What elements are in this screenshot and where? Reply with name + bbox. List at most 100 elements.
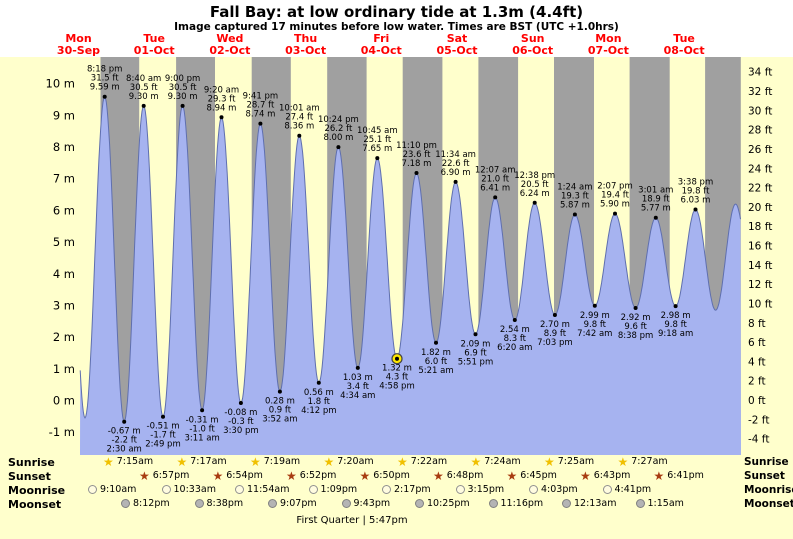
day-label-date: 08-Oct	[664, 44, 705, 57]
moonset-row-label-right: Moonset	[744, 498, 793, 510]
sunrise-star-icon: ★	[617, 454, 629, 469]
svg-text:2:07 pm: 2:07 pm	[597, 182, 632, 192]
day-label-date: 05-Oct	[436, 44, 477, 57]
sunset-star-icon: ★	[653, 468, 665, 483]
moonrise-circle-icon	[455, 485, 465, 494]
tide-extreme-label: 0.28 m0.9 ft3:52 am	[262, 397, 297, 425]
sunrise-star-icon: ★	[397, 454, 408, 469]
tide-extreme-label: -0.31 m-1.0 ft3:11 am	[184, 415, 219, 443]
sunset-entry: ★ 6:54pm	[213, 470, 263, 482]
y-axis-left-tick: 10 m	[46, 77, 76, 91]
sunrise-star-icon: ★	[176, 454, 188, 469]
sunrise-entry: ★ 7:19am	[250, 456, 301, 468]
sunset-time: 6:50pm	[373, 470, 410, 481]
tide-extreme-dot	[336, 145, 341, 150]
sunset-entry: ★ 6:57pm	[139, 468, 190, 483]
moonrise-circle-icon	[161, 485, 171, 494]
svg-text:26.2 ft: 26.2 ft	[324, 124, 352, 134]
svg-text:9.8 ft: 9.8 ft	[584, 320, 607, 330]
moonset-row-label: Moonset	[8, 498, 62, 511]
sunrise-time: 7:15am	[116, 456, 154, 467]
day-label-name: Sat	[447, 32, 468, 45]
svg-text:0.9 ft: 0.9 ft	[269, 406, 292, 416]
y-axis-right-tick: 20 ft	[748, 202, 772, 214]
svg-text:19.4 ft: 19.4 ft	[601, 191, 629, 201]
svg-text:8.36 m: 8.36 m	[284, 122, 314, 132]
y-axis-right-tick: 2 ft	[748, 376, 766, 388]
tide-extreme-dot	[355, 365, 360, 370]
sunset-time: 6:43pm	[593, 470, 631, 481]
y-axis-left-tick: 5 m	[53, 235, 75, 249]
moon-phase-separator: |	[362, 515, 366, 526]
sunrise-entry: ★ 7:15am	[103, 454, 154, 469]
svg-text:4:12 pm: 4:12 pm	[301, 406, 336, 416]
y-axis-right-tick: 16 ft	[748, 241, 772, 253]
moonset-circle-icon	[194, 499, 204, 508]
tide-extreme-label: 2.92 m9.6 ft8:38 pm	[618, 313, 653, 341]
moonset-time: 9:07pm	[280, 498, 317, 509]
svg-text:22.6 ft: 22.6 ft	[442, 159, 470, 169]
sunrise-time: 7:19am	[263, 456, 301, 467]
moonrise-circle-icon	[308, 485, 318, 494]
sunrise-entry: ★ 7:22am	[397, 454, 447, 469]
y-axis-left-tick: 9 m	[53, 108, 75, 122]
svg-text:23.6 ft: 23.6 ft	[403, 150, 431, 160]
svg-text:1.8 ft: 1.8 ft	[308, 397, 331, 407]
svg-text:7.65 m: 7.65 m	[362, 144, 392, 154]
tide-extreme-dot	[532, 200, 537, 205]
svg-text:11:34 am: 11:34 am	[435, 150, 476, 160]
svg-text:2:49 pm: 2:49 pm	[145, 440, 180, 450]
moonset-entry: 11:16pm	[488, 498, 543, 509]
svg-text:8.00 m: 8.00 m	[323, 133, 353, 143]
svg-text:0.28 m: 0.28 m	[265, 397, 295, 407]
moonset-circle-icon	[341, 499, 351, 508]
tide-extreme-dot	[592, 303, 597, 308]
tide-extreme-label: -0.51 m-1.7 ft2:49 pm	[145, 422, 180, 450]
svg-text:7.18 m: 7.18 m	[402, 159, 432, 169]
svg-text:9.6 ft: 9.6 ft	[624, 322, 647, 332]
y-axis-left-tick: 2 m	[53, 330, 75, 344]
svg-text:27.4 ft: 27.4 ft	[285, 113, 313, 123]
day-label-name: Tue	[143, 32, 165, 45]
moonrise-entry: 4:41pm	[602, 484, 651, 495]
moonset-time: 10:25pm	[427, 498, 470, 509]
moon-phase-time: 5:47pm	[369, 515, 408, 526]
moonset-circle-icon	[415, 499, 424, 508]
y-axis-right-tick: 8 ft	[748, 318, 766, 330]
sunrise-time: 7:17am	[190, 456, 227, 467]
svg-text:9:41 pm: 9:41 pm	[243, 92, 278, 102]
tide-extreme-label: 2.98 m9.8 ft9:18 am	[658, 311, 693, 339]
moon-phase-name: First Quarter	[296, 515, 360, 526]
svg-text:5.87 m: 5.87 m	[560, 201, 590, 211]
sunset-time: 6:57pm	[152, 470, 190, 481]
moonset-entry: 1:15am	[635, 498, 684, 509]
day-label-name: Mon	[65, 32, 91, 45]
day-label-date: 07-Oct	[588, 44, 629, 57]
tide-extreme-label: -0.08 m-0.3 ft3:30 pm	[223, 408, 258, 436]
moonset-entry: 8:38pm	[194, 498, 244, 509]
sunset-star-icon: ★	[359, 468, 371, 483]
y-axis-left-tick: 0 m	[53, 394, 75, 408]
tide-extreme-dot	[141, 103, 146, 108]
y-axis-left-tick: 1 m	[53, 362, 75, 376]
tide-extreme-dot	[512, 318, 517, 322]
svg-text:6.03 m: 6.03 m	[681, 196, 711, 206]
moonset-time: 8:38pm	[206, 498, 244, 509]
day-label-date: 06-Oct	[512, 44, 553, 57]
sunset-star-icon: ★	[139, 468, 150, 483]
svg-text:4:34 am: 4:34 am	[340, 391, 375, 401]
sunrise-entry: ★ 7:24am	[471, 456, 521, 468]
moonset-time: 9:43pm	[353, 498, 391, 509]
moonrise-time: 4:03pm	[541, 484, 578, 495]
sunset-star-icon: ★	[286, 468, 297, 483]
tide-extreme-dot	[453, 179, 458, 184]
svg-text:8:40 am: 8:40 am	[126, 74, 161, 84]
tide-extreme-dot	[297, 133, 302, 138]
y-axis-left-tick: -1 m	[49, 425, 75, 439]
tide-extreme-dot	[633, 306, 638, 310]
moonrise-time: 10:33am	[173, 484, 216, 495]
sunrise-star-icon: ★	[103, 454, 114, 469]
